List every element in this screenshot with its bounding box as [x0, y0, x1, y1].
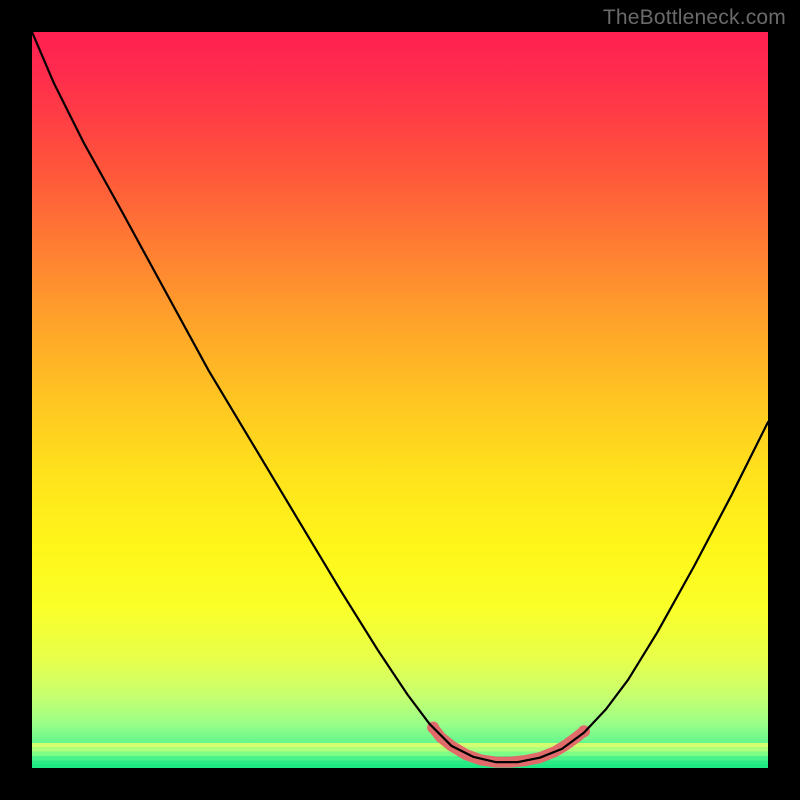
bottom-gradient-bands: [32, 743, 768, 768]
gradient-background: [32, 32, 768, 768]
chart-svg: [32, 32, 768, 768]
bottleneck-chart: [32, 32, 768, 768]
watermark-text: TheBottleneck.com: [603, 6, 786, 30]
